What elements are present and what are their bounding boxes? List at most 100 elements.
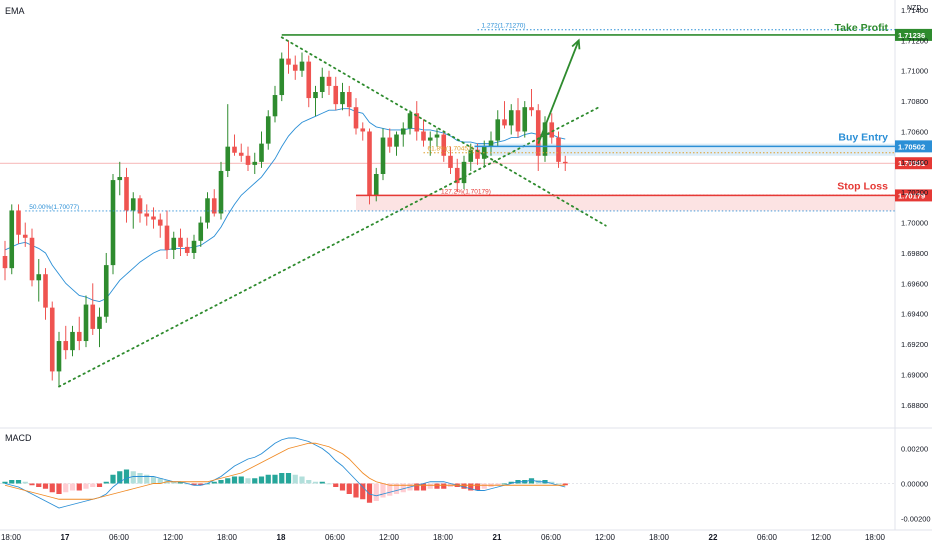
- macd-histogram-bar: [177, 481, 184, 484]
- candle: [326, 70, 332, 96]
- candle: [380, 128, 386, 181]
- candle-body: [218, 170, 224, 214]
- macd-histogram-bar: [441, 483, 447, 489]
- candle: [70, 325, 75, 357]
- candle-body: [157, 219, 163, 226]
- candle-body: [515, 110, 521, 132]
- price-tick-label: 1.70600: [901, 127, 928, 136]
- price-axis-badge: [895, 140, 932, 153]
- macd-histogram-bar: [346, 483, 352, 494]
- candle: [353, 98, 359, 135]
- candle: [299, 52, 305, 77]
- candle: [421, 119, 426, 147]
- candle: [90, 283, 96, 335]
- candle: [313, 85, 318, 117]
- candle: [56, 331, 62, 387]
- annotations: Take Profit Buy Entry Stop Loss 1.272(1.712…: [29, 22, 932, 211]
- candle-body: [367, 131, 372, 196]
- candle-body: [16, 210, 21, 235]
- candle-body: [124, 177, 129, 211]
- trendlines[interactable]: [25, 29, 895, 388]
- candle: [556, 131, 561, 168]
- macd-histogram-bar: [42, 483, 49, 489]
- macd-histogram-bar: [549, 481, 555, 484]
- candle-body: [272, 95, 278, 117]
- macd-histogram-bar: [63, 483, 69, 493]
- macd-histogram-bar: [339, 483, 346, 491]
- candle: [360, 122, 366, 141]
- candle: [22, 222, 28, 247]
- candle: [414, 101, 420, 141]
- macd-histogram-bar: [461, 483, 467, 489]
- time-tick-label: 18:00: [865, 533, 886, 542]
- candle: [2, 240, 8, 281]
- candle: [16, 204, 21, 244]
- macd-histogram-bar: [22, 481, 28, 484]
- macd-histogram-bar: [393, 483, 400, 494]
- macd-histogram-bar: [366, 483, 373, 503]
- candle: [265, 110, 271, 150]
- candle-body: [164, 225, 170, 250]
- candle: [137, 195, 143, 223]
- candle: [542, 116, 548, 162]
- candle: [448, 146, 453, 174]
- macd-indicator-label[interactable]: MACD: [5, 433, 32, 443]
- price-axis-badge-label: 1.70502: [898, 142, 925, 151]
- macd-tick-label: 0.00200: [901, 445, 928, 454]
- time-tick-label: 18:00: [649, 533, 670, 542]
- candle-body: [103, 265, 109, 317]
- candle: [171, 231, 177, 260]
- candle-body: [461, 161, 467, 184]
- time-tick-label: 06:00: [541, 533, 562, 542]
- candle-body: [421, 131, 426, 141]
- candle-body: [454, 167, 460, 184]
- candle-body: [326, 76, 332, 86]
- candle-body: [144, 213, 150, 217]
- candle-body: [83, 304, 89, 342]
- time-tick-label: 22: [709, 533, 718, 542]
- grid-lines: [0, 0, 932, 531]
- candle-body: [171, 237, 177, 250]
- candle-body: [448, 155, 453, 168]
- candlestick-series[interactable]: [2, 40, 568, 387]
- macd-histogram-bar: [225, 478, 231, 484]
- candle: [475, 143, 480, 165]
- macd-histogram-bar: [306, 480, 312, 484]
- signal-line: [4, 442, 566, 500]
- macd-tick-label: 0.00000: [901, 480, 928, 489]
- price-tick-label: 1.71400: [901, 6, 928, 15]
- candle: [238, 143, 244, 162]
- candle: [225, 104, 231, 178]
- candle-body: [43, 274, 48, 308]
- candle: [124, 167, 129, 223]
- candle-body: [549, 122, 555, 138]
- candle: [178, 228, 183, 256]
- candle: [286, 40, 291, 74]
- currency-label: NZD: [907, 5, 921, 12]
- macd-histogram-bar: [501, 483, 508, 485]
- macd-histogram-bar: [562, 483, 568, 486]
- candle: [461, 155, 467, 190]
- price-tick-label: 1.70200: [901, 188, 928, 197]
- candle-body: [2, 256, 8, 269]
- ema-indicator-label[interactable]: EMA: [5, 6, 25, 16]
- macd-histogram-bar: [123, 469, 130, 484]
- candle-body: [184, 246, 190, 253]
- time-tick-label: 17: [61, 533, 70, 542]
- candle: [83, 295, 89, 348]
- fib-lower-label: 50.00%(1.70077): [29, 204, 79, 211]
- candle: [130, 192, 136, 229]
- price-axis-badge-label: 1.71236: [898, 31, 925, 40]
- candle: [434, 128, 440, 147]
- candle: [319, 67, 325, 99]
- candle-body: [110, 180, 116, 266]
- macd-histogram-bar: [265, 474, 271, 484]
- candle: [495, 110, 501, 147]
- macd-histogram-bar: [49, 483, 55, 493]
- candle: [191, 234, 197, 260]
- price-tick-label: 1.69400: [901, 310, 928, 319]
- ema-line: [4, 108, 566, 303]
- time-tick-label: 12:00: [163, 533, 184, 542]
- time-tick-label: 06:00: [109, 533, 130, 542]
